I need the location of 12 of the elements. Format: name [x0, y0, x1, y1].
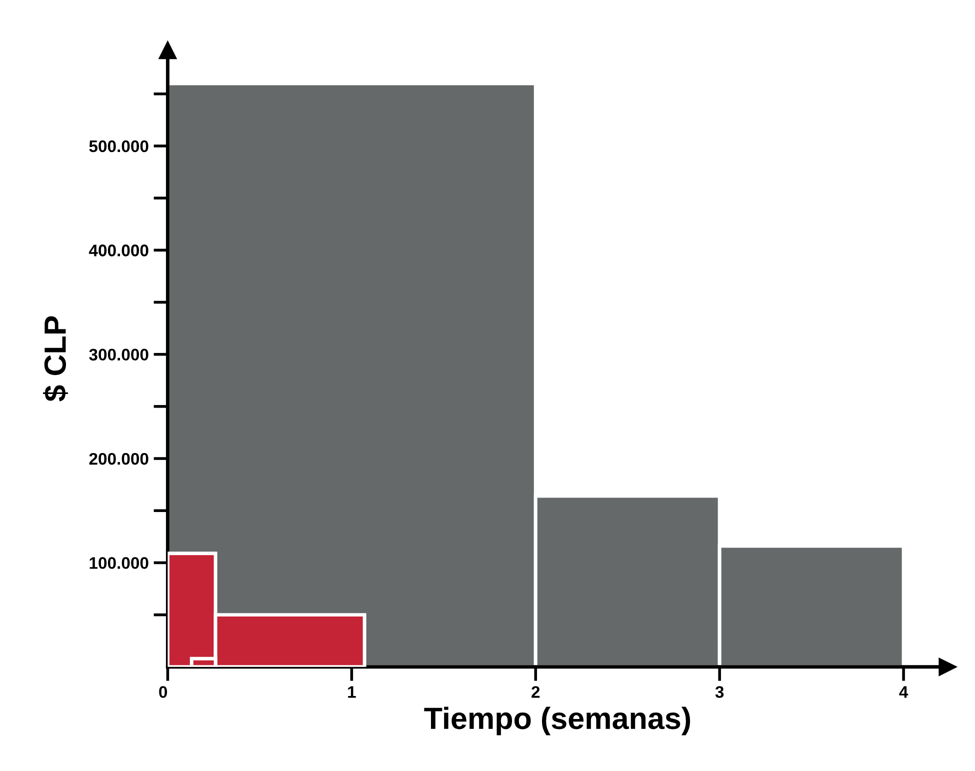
- x-tick-label: 0: [159, 686, 168, 698]
- y-tick-label: 300.000: [89, 348, 148, 361]
- x-tick-label: 3: [715, 686, 724, 698]
- y-axis-title: $ CLP: [43, 316, 68, 402]
- x-axis-title: Tiempo (semanas): [424, 706, 690, 736]
- y-tick-label: 100.000: [90, 557, 148, 569]
- x-tick-label: 1: [348, 686, 356, 698]
- x-tick-label: 4: [899, 686, 908, 698]
- y-tick-label: 400.000: [88, 244, 148, 256]
- y-tick-label: 500.000: [89, 140, 148, 152]
- x-tick-label: 2: [532, 686, 540, 698]
- y-tick-label: 200.000: [89, 452, 148, 465]
